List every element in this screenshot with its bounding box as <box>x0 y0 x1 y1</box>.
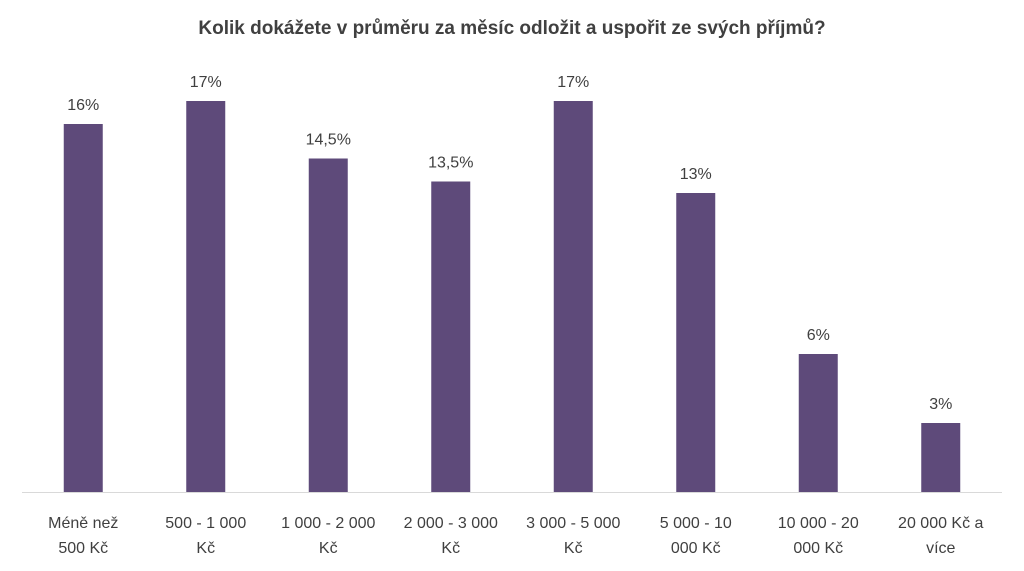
bar <box>63 124 103 492</box>
chart-title: Kolik dokážete v průměru za měsíc odloži… <box>198 18 826 39</box>
bar <box>798 354 838 492</box>
data-label: 17% <box>190 74 222 91</box>
category-label: Kč <box>564 540 583 557</box>
data-label: 6% <box>807 327 830 344</box>
bar <box>186 101 226 492</box>
category-label: 20 000 Kč a <box>898 515 984 532</box>
category-label: 10 000 - 20 <box>778 515 859 532</box>
category-label: 500 Kč <box>58 540 108 557</box>
data-label: 3% <box>929 396 952 413</box>
data-label: 14,5% <box>306 132 351 149</box>
category-label: 5 000 - 10 <box>660 515 732 532</box>
category-label: 1 000 - 2 000 <box>281 515 375 532</box>
category-label: 3 000 - 5 000 <box>526 515 620 532</box>
bar <box>676 193 716 492</box>
bar <box>308 158 348 492</box>
category-label: Méně než <box>48 515 118 532</box>
bar <box>921 423 961 492</box>
data-label: 13,5% <box>428 155 473 172</box>
bar <box>431 181 471 492</box>
category-label: Kč <box>441 540 460 557</box>
bar <box>553 101 593 492</box>
category-label: 500 - 1 000 <box>165 515 246 532</box>
data-label: 16% <box>67 97 99 114</box>
category-label: 2 000 - 3 000 <box>404 515 498 532</box>
category-label: Kč <box>319 540 338 557</box>
category-label: 000 Kč <box>671 540 721 557</box>
category-label: 000 Kč <box>793 540 843 557</box>
data-label: 17% <box>557 74 589 91</box>
category-label: více <box>926 540 955 557</box>
category-label: Kč <box>196 540 215 557</box>
data-label: 13% <box>680 166 712 183</box>
